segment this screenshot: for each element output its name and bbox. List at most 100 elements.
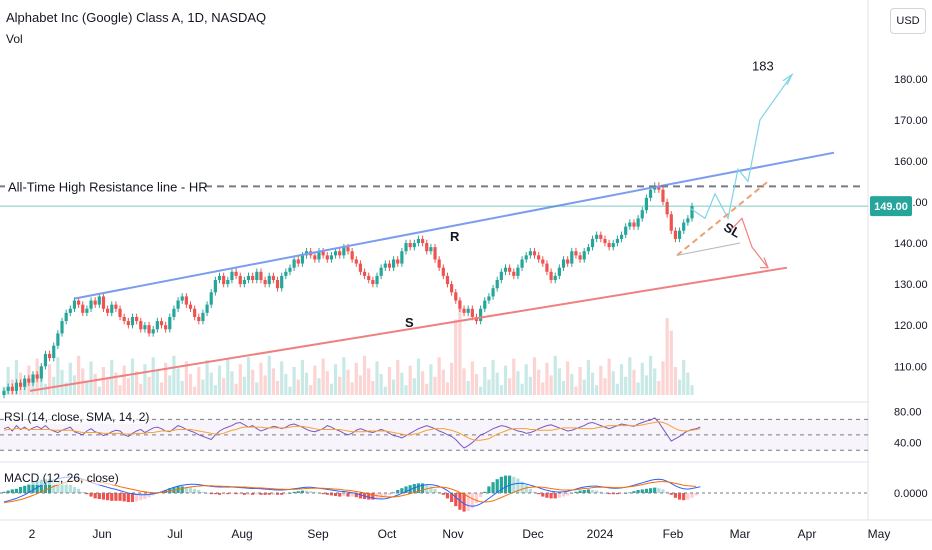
macd-histogram-bar [636, 490, 640, 493]
macd-histogram-bar [35, 481, 39, 493]
macd-histogram-bar [147, 493, 151, 498]
macd-histogram-bar [520, 481, 524, 493]
macd-tick-label: 0.0000 [894, 488, 928, 500]
volume-bar [230, 371, 234, 395]
candle [271, 275, 275, 280]
candle [313, 255, 317, 260]
candle [491, 288, 495, 297]
candle [35, 374, 39, 379]
macd-histogram-bar [607, 493, 611, 495]
volume-bar [611, 371, 615, 395]
volume-bar [582, 379, 586, 395]
volume-bar [624, 376, 628, 395]
candle [97, 296, 101, 305]
macd-histogram-bar [391, 492, 396, 494]
macd-histogram-bar [599, 491, 603, 493]
volume-bar [275, 381, 280, 395]
volume-bar [590, 372, 595, 395]
volume-bar [346, 369, 350, 395]
time-tick-label: Mar [730, 527, 751, 541]
candle [429, 247, 433, 252]
volume-bar [234, 383, 238, 395]
volume-bar [164, 362, 168, 395]
macd-histogram-bar [516, 478, 520, 493]
macd-histogram-bar [367, 493, 371, 500]
volume-bar [6, 367, 10, 395]
macd-histogram-bar [230, 493, 234, 494]
volume-bar [657, 381, 661, 395]
macd-histogram-bar [590, 490, 595, 493]
macd-histogram-bar [267, 493, 271, 495]
macd-histogram-bar [561, 493, 566, 497]
candle [657, 185, 661, 190]
candle [549, 271, 553, 280]
macd-histogram-bar [342, 493, 346, 496]
macd-histogram-bar [143, 493, 147, 499]
candle [201, 312, 205, 322]
macd-histogram-bar [213, 493, 217, 495]
macd-histogram-bar [557, 493, 561, 498]
volume-bar [263, 375, 267, 395]
candle [259, 271, 263, 280]
candle [375, 275, 379, 285]
volume-bar [379, 374, 383, 395]
macd-histogram-bar [412, 484, 416, 493]
volume-bar [499, 385, 503, 395]
time-tick-label: Oct [378, 527, 397, 541]
macd-histogram-bar [466, 493, 470, 511]
volume-bar [101, 367, 106, 395]
candle [495, 280, 499, 289]
volume-bar [172, 355, 176, 395]
candle [524, 255, 528, 260]
candle [205, 304, 209, 313]
candle [164, 325, 168, 330]
candle [512, 271, 516, 276]
candle [362, 271, 367, 276]
candle [532, 251, 537, 256]
candle [10, 386, 14, 391]
volume-bar [321, 358, 325, 395]
volume-bar [545, 362, 549, 395]
time-tick-label: Feb [663, 527, 684, 541]
volume-bar [648, 355, 653, 395]
volume-bar [516, 371, 520, 395]
rsi-label[interactable]: RSI (14, close, SMA, 14, 2) [4, 410, 150, 424]
candle [391, 259, 396, 268]
volume-bar [143, 364, 147, 395]
ath-label: All-Time High Resistance line - HR [8, 179, 208, 194]
candle [371, 280, 375, 285]
candle [615, 238, 619, 244]
macd-histogram-bar [694, 493, 698, 496]
macd-histogram-bar [483, 491, 487, 493]
macd-histogram-bar [139, 493, 143, 501]
macd-histogram-bar [524, 485, 528, 493]
candle [321, 251, 325, 256]
time-tick-label: May [868, 527, 891, 541]
candle [147, 325, 151, 334]
volume-bar [267, 355, 271, 395]
candle [101, 296, 106, 309]
macd-histogram-bar [31, 482, 35, 493]
volume-bar [68, 362, 72, 395]
macd-histogram-bar [491, 482, 495, 493]
candle [242, 280, 246, 285]
currency-button[interactable]: USD [890, 8, 926, 34]
candle [60, 321, 64, 334]
macd-histogram-bar [644, 488, 649, 493]
candle [2, 390, 6, 395]
macd-label[interactable]: MACD (12, 26, close) [4, 471, 119, 485]
volume-bar [557, 368, 561, 395]
candle [226, 280, 230, 285]
volume-bar [615, 383, 619, 395]
volume-bar [288, 386, 292, 395]
macd-histogram-bar [470, 493, 474, 508]
macd-histogram-bar [168, 488, 172, 493]
candle [275, 280, 280, 289]
macd-histogram-bar [89, 493, 93, 497]
candle [230, 271, 234, 280]
volume-bar [39, 371, 43, 395]
macd-histogram-bar [508, 475, 512, 493]
volume-bar [682, 360, 686, 395]
volume-bar [47, 364, 52, 395]
